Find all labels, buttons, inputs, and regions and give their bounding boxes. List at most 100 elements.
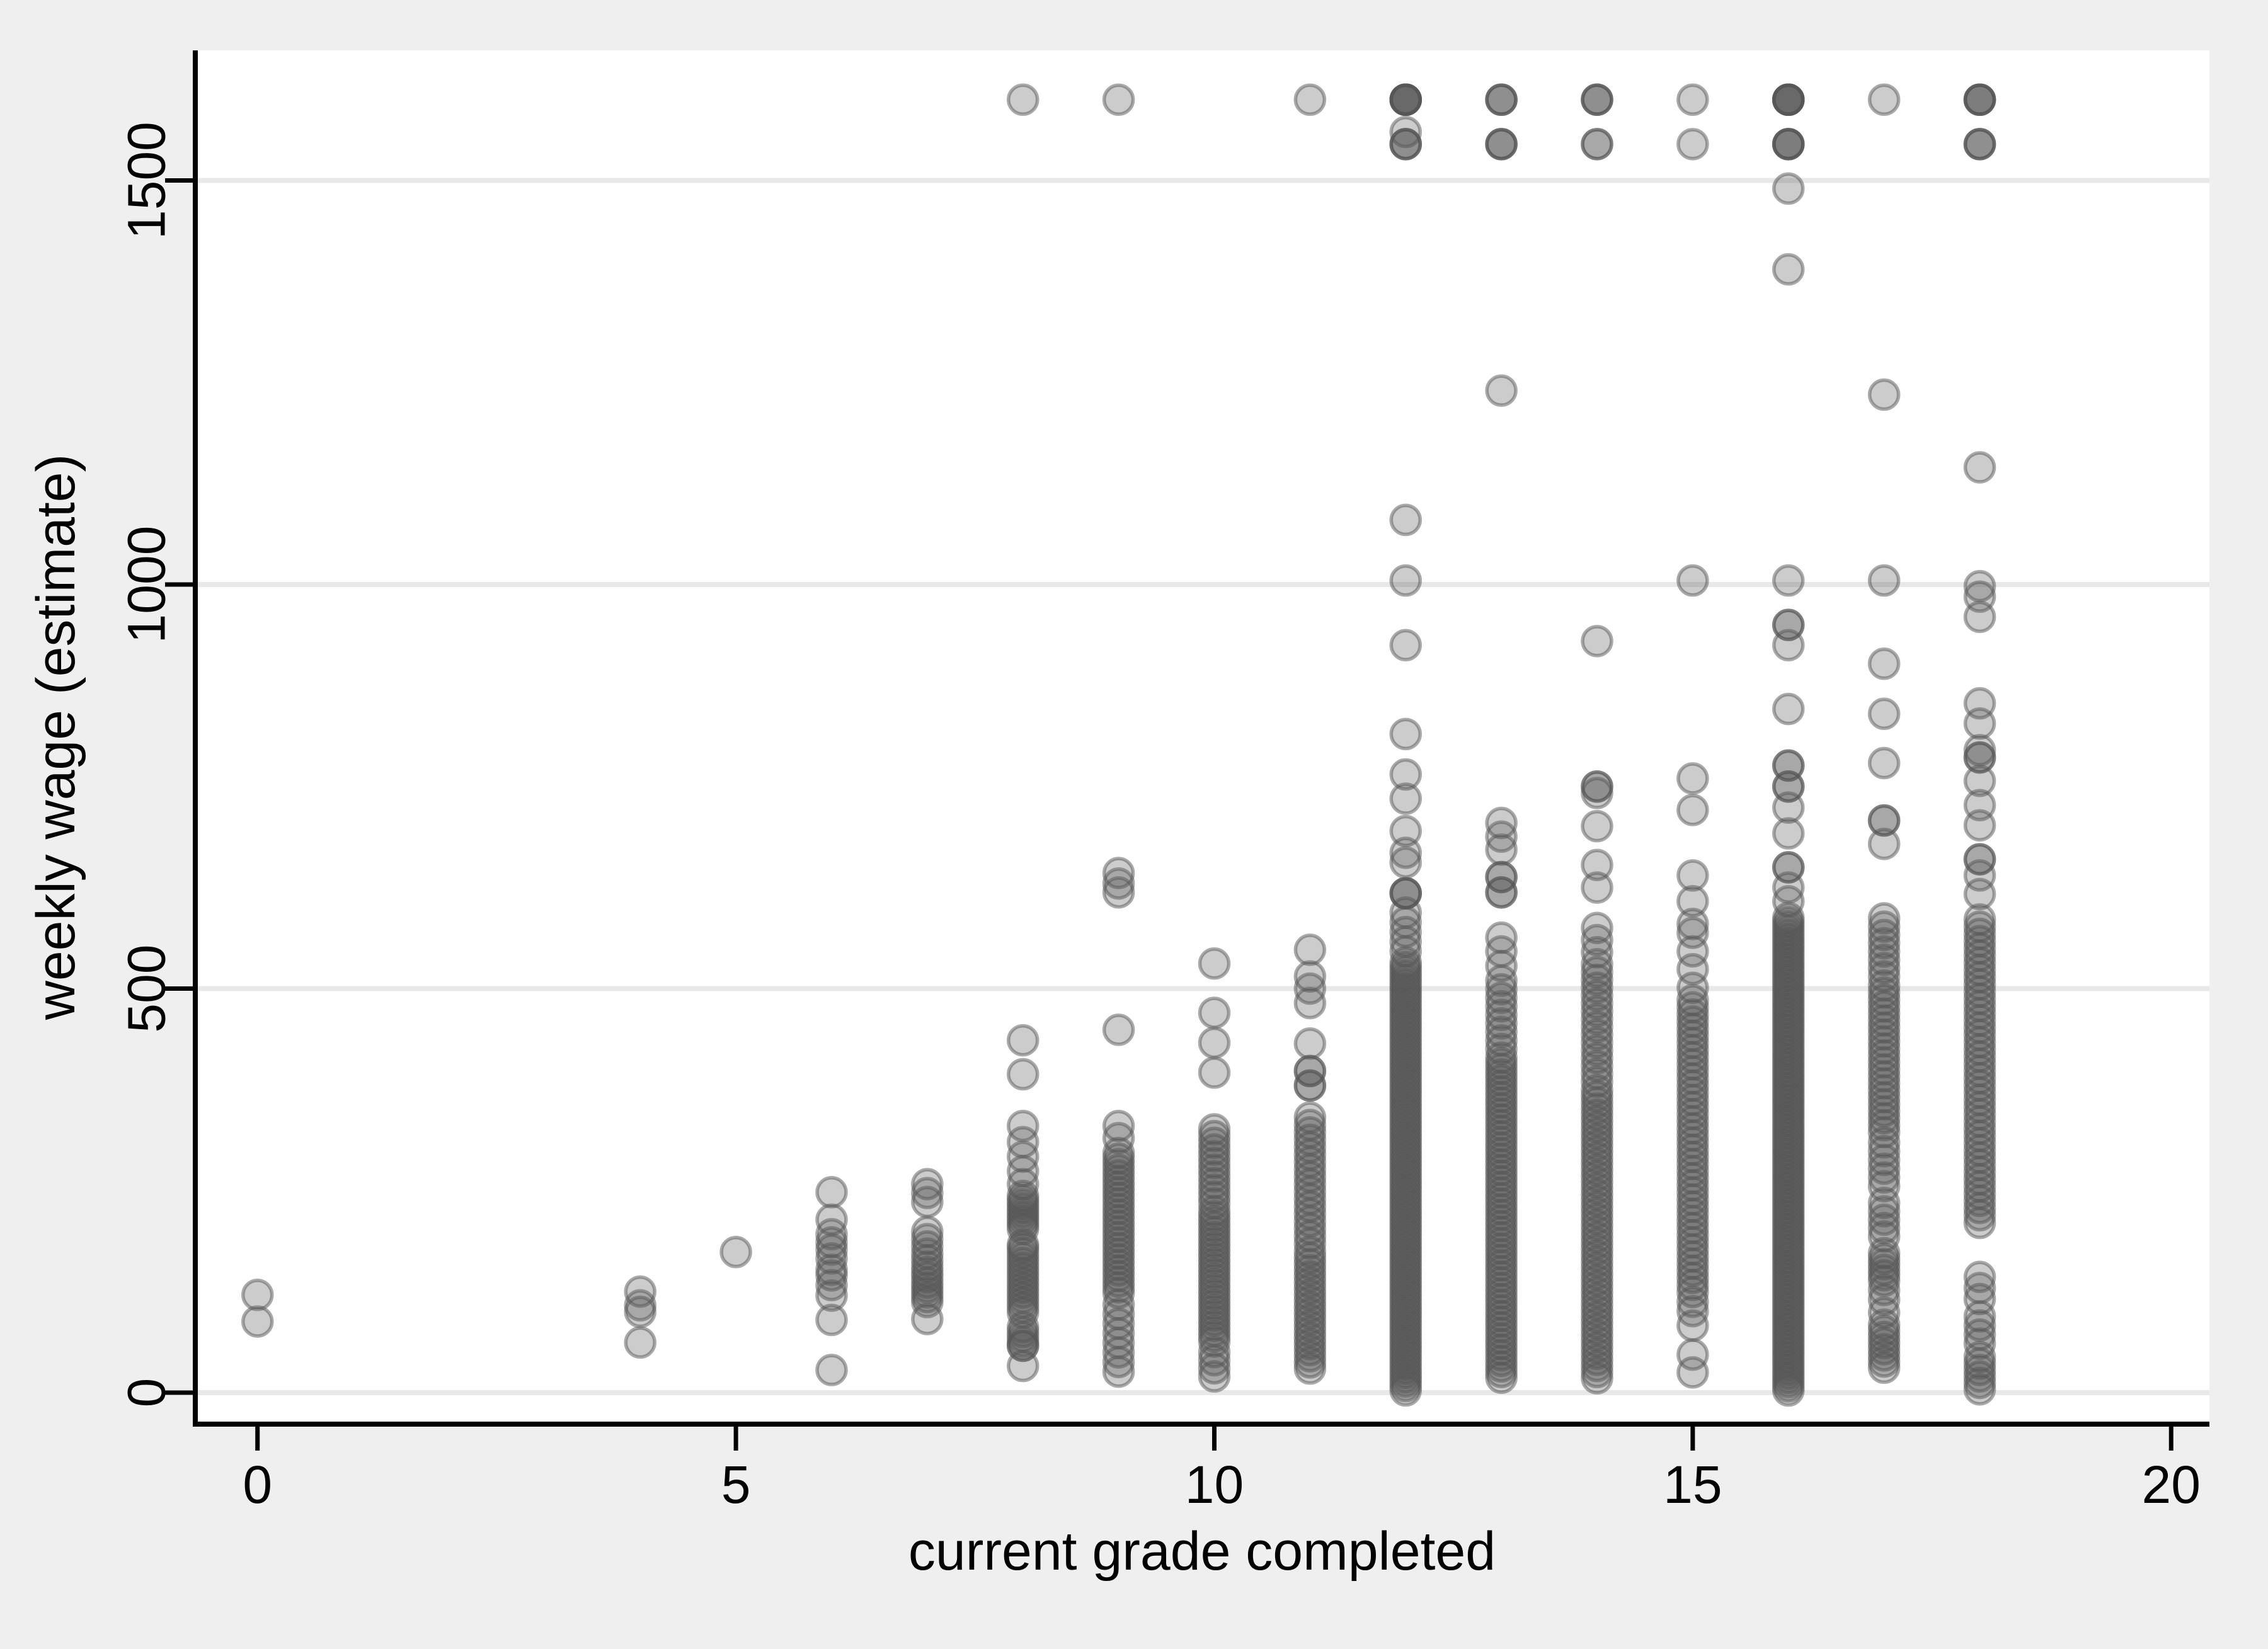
data-point xyxy=(1867,910,1901,943)
data-point xyxy=(1389,846,1422,879)
data-point xyxy=(1867,564,1901,597)
y-axis-ticks xyxy=(165,178,195,1395)
data-point xyxy=(1963,1340,1996,1374)
data-point xyxy=(1867,927,1901,960)
data-point xyxy=(1485,998,1518,1031)
data-point xyxy=(1581,625,1613,658)
data-point xyxy=(1867,902,1901,935)
data-point xyxy=(1963,1309,1996,1342)
data-point xyxy=(1293,933,1327,966)
data-point xyxy=(1963,1282,1996,1316)
data-point xyxy=(1963,903,1996,936)
data-point xyxy=(1485,83,1518,117)
data-point xyxy=(1676,128,1709,161)
data-point xyxy=(1293,83,1327,117)
data-point xyxy=(1676,1356,1709,1389)
data-point xyxy=(1389,836,1422,869)
data-point xyxy=(1198,1113,1231,1146)
data-point xyxy=(1867,935,1901,968)
data-point xyxy=(1867,378,1901,411)
data-point xyxy=(815,1242,848,1275)
data-point xyxy=(1485,990,1518,1023)
data-point xyxy=(1867,1134,1901,1168)
data-point xyxy=(1389,814,1422,848)
data-point xyxy=(1102,1109,1135,1143)
data-point xyxy=(1006,1024,1040,1057)
data-point xyxy=(1676,885,1709,918)
data-point xyxy=(1006,1058,1040,1091)
data-point xyxy=(1676,794,1709,826)
data-point xyxy=(1389,503,1422,537)
data-point xyxy=(815,1269,848,1302)
data-point xyxy=(1867,697,1901,731)
data-point xyxy=(1198,996,1231,1029)
data-point xyxy=(241,1278,274,1311)
data-point xyxy=(1867,1161,1901,1194)
data-point xyxy=(1772,791,1805,824)
data-point xyxy=(1102,1298,1135,1331)
data-point xyxy=(1963,765,1996,797)
data-point xyxy=(624,1295,656,1328)
data-point xyxy=(1581,948,1613,981)
data-point xyxy=(1389,128,1422,161)
data-point xyxy=(1389,629,1422,661)
data-point xyxy=(1581,848,1613,881)
data-point xyxy=(1006,1179,1040,1212)
data-point xyxy=(1867,1152,1901,1185)
data-point xyxy=(1389,782,1422,815)
data-point xyxy=(719,1235,752,1269)
data-point xyxy=(1676,1286,1709,1318)
data-point xyxy=(1198,1344,1231,1377)
y-tick-label-0: 0 xyxy=(117,1378,176,1408)
data-point xyxy=(1676,762,1709,795)
data-point xyxy=(1676,859,1709,892)
data-point xyxy=(1581,83,1613,117)
data-point xyxy=(1772,817,1805,850)
x-axis-tick-labels: 0 5 10 15 20 xyxy=(243,1455,2201,1514)
data-point xyxy=(1772,564,1805,597)
data-point xyxy=(1867,1236,1901,1270)
data-point xyxy=(1485,876,1518,909)
x-tick-label-15: 15 xyxy=(1663,1455,1722,1514)
data-point xyxy=(1581,871,1613,904)
data-point xyxy=(1198,947,1231,980)
data-point xyxy=(1389,717,1422,751)
data-point xyxy=(1389,564,1422,597)
data-point xyxy=(1293,960,1327,993)
data-point xyxy=(1293,1069,1327,1102)
data-point xyxy=(1485,374,1518,407)
data-point xyxy=(1867,1308,1901,1341)
data-point xyxy=(1867,746,1901,780)
data-point xyxy=(1867,1143,1901,1177)
data-point xyxy=(1963,128,1996,161)
data-point xyxy=(1389,115,1422,149)
data-point xyxy=(1772,172,1805,205)
data-point xyxy=(911,1303,944,1335)
data-point xyxy=(1293,1109,1327,1141)
data-point xyxy=(1867,1170,1901,1203)
data-point xyxy=(1963,569,1996,603)
data-point xyxy=(1006,1311,1040,1344)
data-point xyxy=(241,1305,274,1338)
data-point xyxy=(815,1279,848,1312)
data-point xyxy=(1485,1007,1518,1040)
data-point xyxy=(1485,128,1518,161)
data-point xyxy=(1772,253,1805,286)
data-point xyxy=(1867,952,1901,984)
data-point xyxy=(1676,564,1709,597)
x-tick-label-20: 20 xyxy=(2142,1455,2201,1514)
data-point xyxy=(1581,956,1613,988)
data-point xyxy=(1676,1294,1709,1328)
data-point xyxy=(1293,1027,1327,1060)
data-point xyxy=(1772,83,1805,117)
data-point xyxy=(1102,1136,1135,1170)
data-point xyxy=(1389,906,1422,939)
data-point xyxy=(1485,964,1518,997)
data-point xyxy=(1867,1195,1901,1228)
data-point xyxy=(815,1303,848,1337)
data-point xyxy=(1963,741,1996,774)
data-point xyxy=(1867,804,1901,837)
data-point xyxy=(1676,984,1709,1017)
scatter-points xyxy=(241,83,1996,1407)
